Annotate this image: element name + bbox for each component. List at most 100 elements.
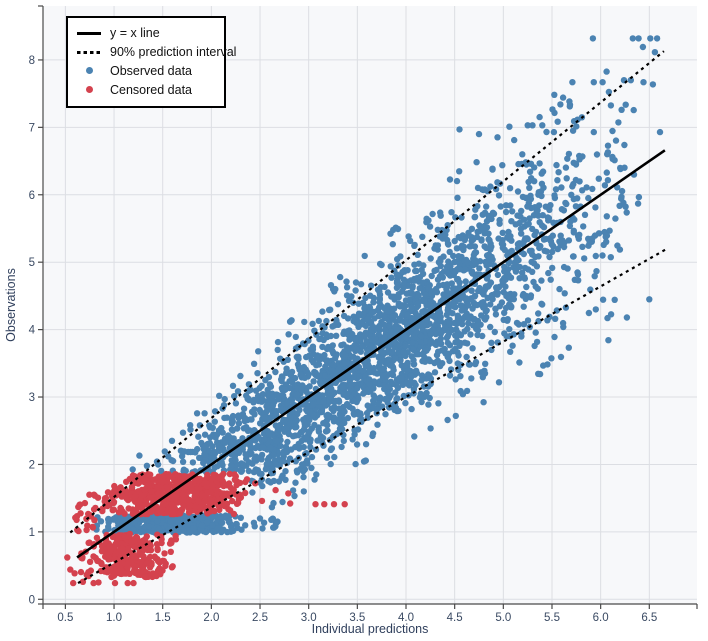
data-point-observed — [193, 410, 201, 417]
data-point-observed — [358, 343, 366, 350]
data-point-censored — [101, 495, 109, 502]
legend-item-censored[interactable]: Censored data — [76, 80, 216, 99]
y-tick-label: 1 — [29, 527, 35, 539]
data-point-observed — [308, 453, 316, 461]
data-point-censored — [148, 488, 155, 495]
data-point-observed — [622, 203, 629, 210]
data-point-observed — [509, 342, 516, 349]
data-point-observed — [521, 274, 528, 281]
data-point-observed — [286, 455, 294, 462]
data-point-observed — [615, 119, 622, 126]
data-point-observed — [579, 243, 586, 250]
data-point-observed — [451, 237, 458, 245]
data-point-observed — [361, 252, 368, 260]
data-point-observed — [224, 528, 231, 536]
data-point-observed — [251, 427, 258, 434]
data-point-observed — [649, 81, 657, 88]
data-point-observed — [431, 369, 439, 376]
data-point-censored — [131, 509, 138, 516]
data-point-observed — [550, 128, 558, 136]
data-point-censored — [81, 499, 89, 507]
y-tick-label: 8 — [29, 55, 35, 67]
data-point-observed — [549, 106, 556, 113]
data-point-observed — [538, 277, 545, 284]
data-point-censored — [226, 470, 233, 478]
data-point-observed — [352, 460, 359, 468]
x-tick-label: 6.5 — [641, 612, 657, 624]
data-point-observed — [266, 381, 274, 388]
data-point-observed — [457, 302, 464, 309]
data-point-observed — [317, 380, 324, 388]
data-point-observed — [454, 312, 461, 319]
data-point-observed — [296, 445, 303, 452]
data-point-observed — [201, 410, 208, 417]
data-point-observed — [338, 342, 345, 349]
data-point-observed — [562, 199, 569, 207]
data-point-observed — [552, 186, 560, 193]
data-point-observed — [192, 449, 199, 456]
legend: y = x line 90% prediction interval Obser… — [66, 16, 236, 108]
data-point-observed — [209, 424, 216, 431]
data-point-censored — [233, 500, 241, 507]
legend-item-observed[interactable]: Observed data — [76, 62, 216, 81]
data-point-observed — [549, 248, 556, 256]
data-point-observed — [554, 118, 561, 125]
data-point-censored — [168, 505, 175, 513]
data-point-censored — [193, 490, 200, 497]
data-point-observed — [420, 262, 427, 269]
data-point-observed — [452, 376, 459, 383]
data-point-observed — [371, 335, 379, 342]
data-point-observed — [512, 259, 519, 267]
data-point-observed — [469, 345, 476, 352]
data-point-observed — [375, 400, 382, 407]
data-point-censored — [287, 500, 294, 507]
data-point-observed — [601, 182, 609, 189]
data-point-observed — [390, 305, 398, 312]
data-point-observed — [646, 296, 653, 303]
data-point-observed — [350, 353, 357, 360]
data-point-observed — [376, 312, 383, 320]
data-point-observed — [129, 466, 136, 473]
data-point-observed — [341, 408, 348, 415]
data-point-observed — [528, 247, 535, 254]
data-point-observed — [154, 518, 161, 525]
data-point-observed — [295, 355, 302, 363]
data-point-observed — [539, 122, 546, 129]
data-point-censored — [105, 540, 112, 547]
data-point-observed — [524, 203, 531, 210]
data-point-observed — [524, 235, 531, 243]
data-point-observed — [362, 441, 370, 448]
data-point-observed — [433, 358, 440, 366]
data-point-observed — [520, 321, 528, 328]
data-point-censored — [186, 496, 193, 504]
data-point-observed — [226, 517, 233, 524]
data-point-observed — [295, 432, 302, 439]
data-point-observed — [202, 528, 210, 536]
data-point-observed — [485, 212, 492, 219]
data-point-observed — [288, 317, 295, 324]
data-point-observed — [242, 451, 249, 458]
data-point-observed — [536, 219, 543, 226]
data-point-observed — [370, 364, 378, 372]
data-point-observed — [206, 439, 213, 447]
legend-item-prediction-interval[interactable]: 90% prediction interval — [76, 43, 236, 62]
data-point-observed — [237, 514, 244, 521]
data-point-observed — [402, 334, 410, 342]
data-point-observed — [439, 360, 446, 367]
data-point-observed — [437, 212, 444, 219]
data-point-observed — [635, 193, 643, 201]
data-point-observed — [330, 361, 337, 368]
data-point-observed — [214, 525, 221, 532]
data-point-observed — [444, 416, 451, 424]
data-point-censored — [242, 489, 249, 497]
data-point-observed — [332, 397, 339, 405]
data-point-observed — [443, 263, 451, 270]
data-point-observed — [499, 162, 506, 169]
data-point-observed — [334, 301, 342, 308]
data-point-observed — [496, 220, 503, 227]
data-point-observed — [121, 515, 129, 522]
data-point-observed — [546, 206, 553, 213]
x-tick-label: 3.5 — [349, 612, 365, 624]
legend-item-identity-line[interactable]: y = x line — [76, 24, 216, 43]
